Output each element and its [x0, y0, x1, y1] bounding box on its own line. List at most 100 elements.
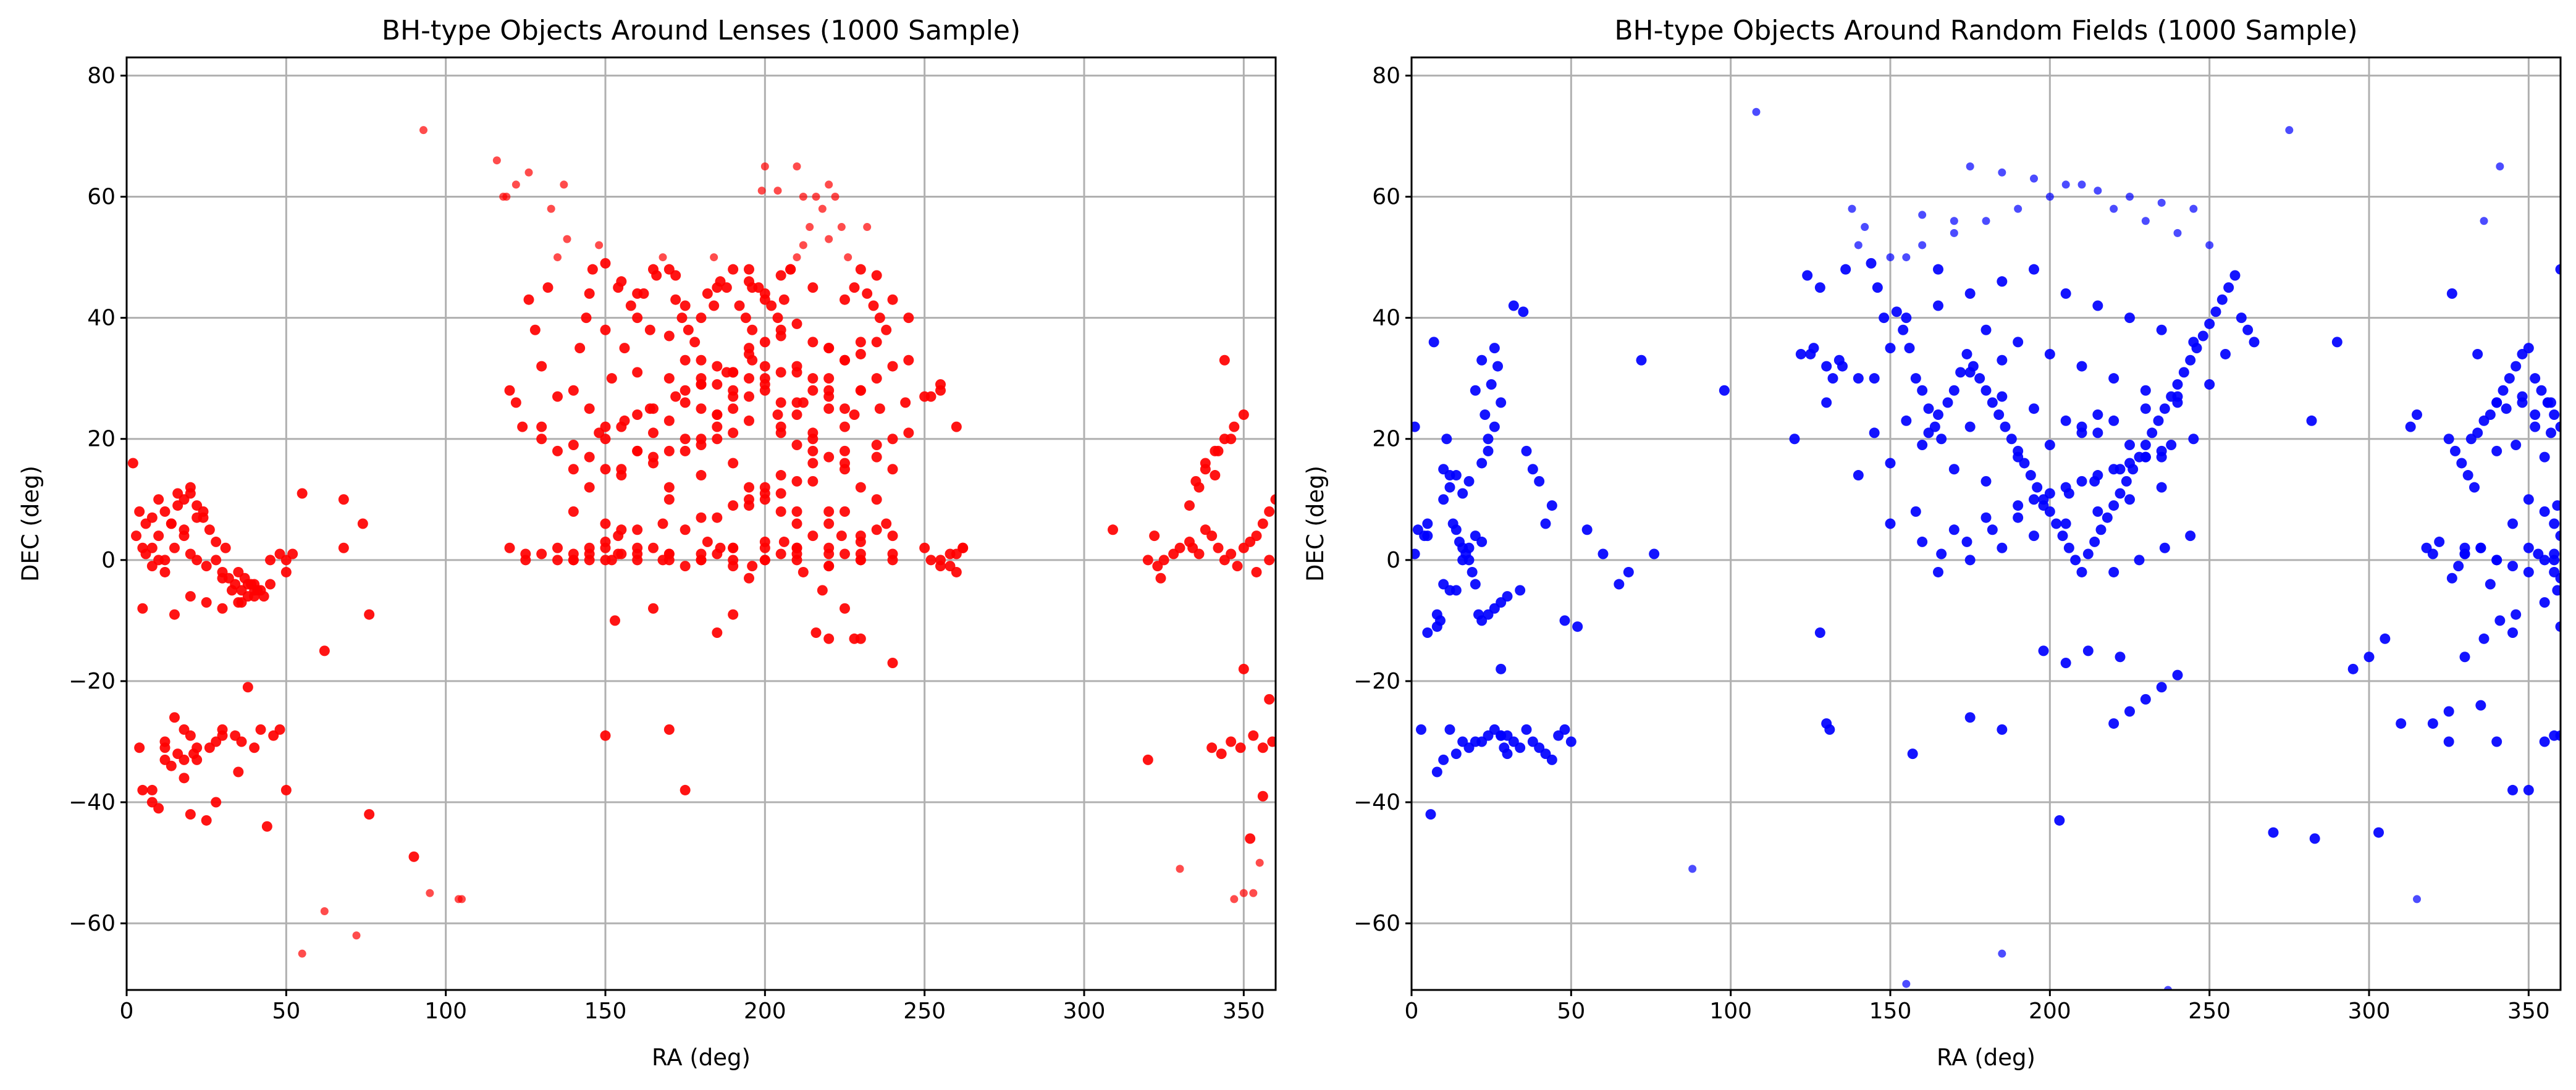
left-data-point	[680, 354, 691, 366]
left-data-point	[657, 555, 668, 566]
right-data-point	[1987, 397, 1998, 408]
left-data-point	[1206, 742, 1218, 753]
left-data-point	[179, 773, 190, 784]
left-data-point	[319, 645, 330, 656]
left-data-point	[265, 579, 276, 590]
right-data-point	[1450, 748, 1462, 760]
right-data-point	[1412, 548, 1420, 560]
left-data-point	[919, 542, 930, 553]
right-data-point	[2443, 736, 2454, 747]
right-data-point	[2347, 663, 2359, 674]
left-y-axis-label: DEC (deg)	[17, 466, 44, 582]
left-data-point	[616, 276, 627, 287]
right-data-point	[1902, 979, 1911, 988]
right-data-point	[1719, 385, 1730, 396]
left-data-point	[958, 542, 969, 553]
left-data-point	[137, 784, 148, 795]
right-data-point	[1431, 766, 1442, 778]
right-data-point	[2092, 409, 2103, 421]
right-data-point	[2044, 488, 2055, 499]
right-data-point	[1502, 748, 1513, 760]
right-data-point	[1463, 476, 1475, 487]
right-data-point	[2331, 337, 2342, 348]
right-plot-area: 0 50 100 150 200 250 300 350 −60 −40 −20 0 20 40 60 80	[1353, 56, 2562, 1024]
left-data-point	[1226, 736, 1237, 747]
right-data-point	[1910, 373, 1921, 384]
left-data-point	[935, 561, 946, 572]
left-data-point	[775, 367, 786, 378]
left-data-point	[935, 379, 946, 390]
left-data-point	[874, 312, 885, 324]
right-x-tick-label: 50	[1557, 999, 1585, 1024]
right-points	[1412, 107, 2561, 990]
left-data-point	[793, 162, 801, 170]
right-data-point	[1614, 579, 1625, 590]
right-data-point	[2006, 434, 2017, 445]
right-plot-frame	[1410, 56, 2562, 991]
right-data-point	[1891, 306, 1902, 317]
left-data-point	[554, 253, 562, 262]
left-data-point	[265, 555, 276, 566]
right-data-point	[2061, 180, 2070, 189]
right-data-point	[1997, 391, 2008, 402]
left-data-point	[249, 742, 260, 753]
right-data-point	[2507, 627, 2518, 638]
right-data-point	[2220, 348, 2231, 359]
right-data-point	[1987, 524, 1998, 535]
left-data-point	[728, 555, 739, 566]
left-data-point	[169, 609, 180, 620]
right-data-point	[1948, 524, 1959, 535]
left-data-point	[712, 409, 723, 421]
left-data-point	[903, 312, 914, 324]
right-data-point	[1901, 415, 1912, 426]
left-data-point	[127, 458, 138, 469]
left-x-tick-label: 200	[744, 999, 786, 1024]
left-x-tick-label: 300	[1063, 999, 1106, 1024]
left-data-point	[855, 385, 866, 396]
right-data-point	[1886, 253, 1895, 262]
left-data-point	[159, 566, 170, 577]
left-data-point	[775, 421, 786, 432]
right-data-point	[2153, 415, 2164, 426]
left-y-tick-label: −40	[69, 790, 116, 815]
right-data-point	[1966, 162, 1974, 170]
left-data-point	[619, 415, 630, 426]
right-data-point	[1518, 306, 1529, 317]
left-data-point	[728, 609, 739, 620]
left-data-point	[600, 518, 611, 529]
left-data-point	[874, 403, 885, 414]
left-data-point	[560, 180, 568, 189]
left-data-point	[632, 524, 643, 535]
right-data-point	[2115, 652, 2126, 663]
right-data-point	[2478, 633, 2490, 644]
right-data-point	[1998, 168, 2006, 177]
right-data-point	[2045, 193, 2054, 201]
left-data-point	[1219, 354, 1230, 366]
left-data-point	[734, 300, 745, 311]
left-data-point	[524, 168, 533, 177]
right-data-point	[2539, 736, 2550, 747]
chart-left: 0 50 100 150 200 250 300 350−60−40−20020406080 …	[17, 15, 1277, 1071]
left-data-point	[721, 367, 732, 378]
left-data-point	[338, 494, 349, 505]
left-data-point	[1235, 742, 1246, 753]
right-data-point	[1428, 337, 1439, 348]
right-data-point	[1515, 742, 1526, 753]
right-data-point	[1649, 548, 1660, 560]
right-data-point	[2546, 397, 2556, 408]
right-data-point	[2172, 669, 2183, 681]
right-data-point	[2054, 815, 2065, 826]
left-data-point	[702, 288, 713, 299]
left-data-point	[791, 361, 802, 372]
left-data-point	[233, 766, 244, 778]
left-data-point	[791, 542, 802, 553]
right-data-point	[2494, 615, 2506, 626]
right-data-point	[1869, 373, 1880, 384]
left-data-point	[887, 361, 898, 372]
right-data-point	[1902, 253, 1911, 262]
left-data-point	[728, 458, 739, 469]
left-data-point	[903, 427, 914, 438]
left-data-point	[648, 264, 659, 275]
right-x-tick-label: 100	[1709, 999, 1752, 1024]
left-data-point	[823, 343, 835, 354]
